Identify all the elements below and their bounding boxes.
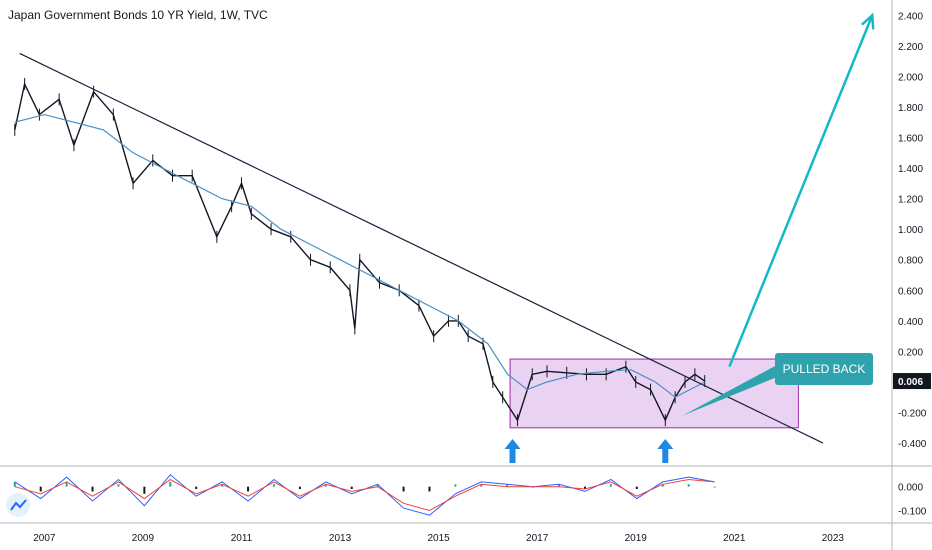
up-arrow-icon <box>657 439 674 463</box>
annotation-text: PULLED BACK <box>783 362 866 376</box>
x-tick-label: 2011 <box>231 533 253 544</box>
range-box-layer <box>509 358 799 429</box>
x-tick-label: 2013 <box>329 533 352 544</box>
y-tick-label: 2.000 <box>898 72 923 83</box>
chart-title: Japan Government Bonds 10 YR Yield, 1W, … <box>8 8 268 22</box>
up-arrow-icon <box>504 439 521 463</box>
y-tick-label: 2.200 <box>898 42 923 53</box>
indicator-layer: 0.000 -0.100 <box>13 474 927 517</box>
histogram-bar <box>350 486 353 490</box>
histogram-bar <box>376 484 379 487</box>
projection-arrow-head <box>861 12 875 30</box>
y-tick-label: 0.400 <box>898 317 923 328</box>
y-tick-label: 0.200 <box>898 347 923 358</box>
annotation-box <box>775 353 873 385</box>
projection-arrow <box>728 14 874 368</box>
histogram-bar <box>480 484 483 487</box>
histogram-bar <box>558 484 561 487</box>
histogram-bar <box>583 486 586 490</box>
moving-average-line <box>14 113 705 398</box>
histogram-bar <box>247 486 250 492</box>
x-tick-label: 2021 <box>723 533 746 544</box>
y-tick-label: 1.000 <box>898 225 923 236</box>
macd-line <box>14 474 715 516</box>
annotation-pointer <box>682 365 777 416</box>
histogram-bar <box>324 484 327 487</box>
histogram-bar <box>506 484 509 487</box>
y-tick-label: -0.200 <box>898 409 927 420</box>
x-tick-label: 2007 <box>33 533 56 544</box>
histogram-bar <box>635 486 638 490</box>
y-tick-label: 1.800 <box>898 103 923 114</box>
histogram-bar <box>13 481 16 487</box>
y-tick-label: 0.800 <box>898 256 923 267</box>
x-tick-label: 2009 <box>132 533 155 544</box>
histogram-bar <box>65 481 68 487</box>
current-value-label: 0.006 <box>893 373 931 390</box>
x-tick-label: 2015 <box>427 533 450 544</box>
signal-line <box>14 478 715 512</box>
histogram-bar <box>91 486 94 492</box>
histogram-bar <box>195 486 198 490</box>
x-tick-label: 2017 <box>526 533 549 544</box>
x-tick-label: 2023 <box>822 533 845 544</box>
y-tick-label: -0.400 <box>898 439 927 450</box>
histogram-bar <box>661 484 664 487</box>
price-layer <box>14 78 706 427</box>
indicator-y-tick: -0.100 <box>898 506 927 517</box>
axis-layer: 2.400 2.200 2.000 1.800 1.600 1.400 1.200 1.000… <box>33 11 931 544</box>
histogram-bar <box>428 486 431 492</box>
histogram-bar <box>713 486 716 488</box>
y-tick-label: 0.600 <box>898 286 923 297</box>
histogram-bar <box>143 486 146 494</box>
histogram-bar <box>272 484 275 487</box>
y-tick-label: 1.200 <box>898 195 923 206</box>
histogram-bar <box>687 484 690 487</box>
histogram-bar <box>117 484 120 487</box>
trendline <box>19 52 824 444</box>
y-tick-label: 1.400 <box>898 164 923 175</box>
histogram-bar <box>39 486 42 492</box>
overlay-layer: PULLED BACK <box>19 12 875 463</box>
y-tick-label: 1.600 <box>898 134 923 145</box>
histogram-bar <box>221 484 224 487</box>
svg-text:0.006: 0.006 <box>898 377 923 388</box>
histogram-bar <box>169 481 172 487</box>
x-tick-label: 2019 <box>625 533 648 544</box>
histogram-bar <box>298 486 301 490</box>
tradingview-logo <box>6 493 30 517</box>
histogram-bar <box>609 484 612 487</box>
indicator-y-tick: 0.000 <box>898 483 923 494</box>
histogram-bar <box>454 484 457 487</box>
y-tick-label: 2.400 <box>898 11 923 22</box>
range-box <box>509 358 799 429</box>
histogram-bar <box>402 486 405 492</box>
